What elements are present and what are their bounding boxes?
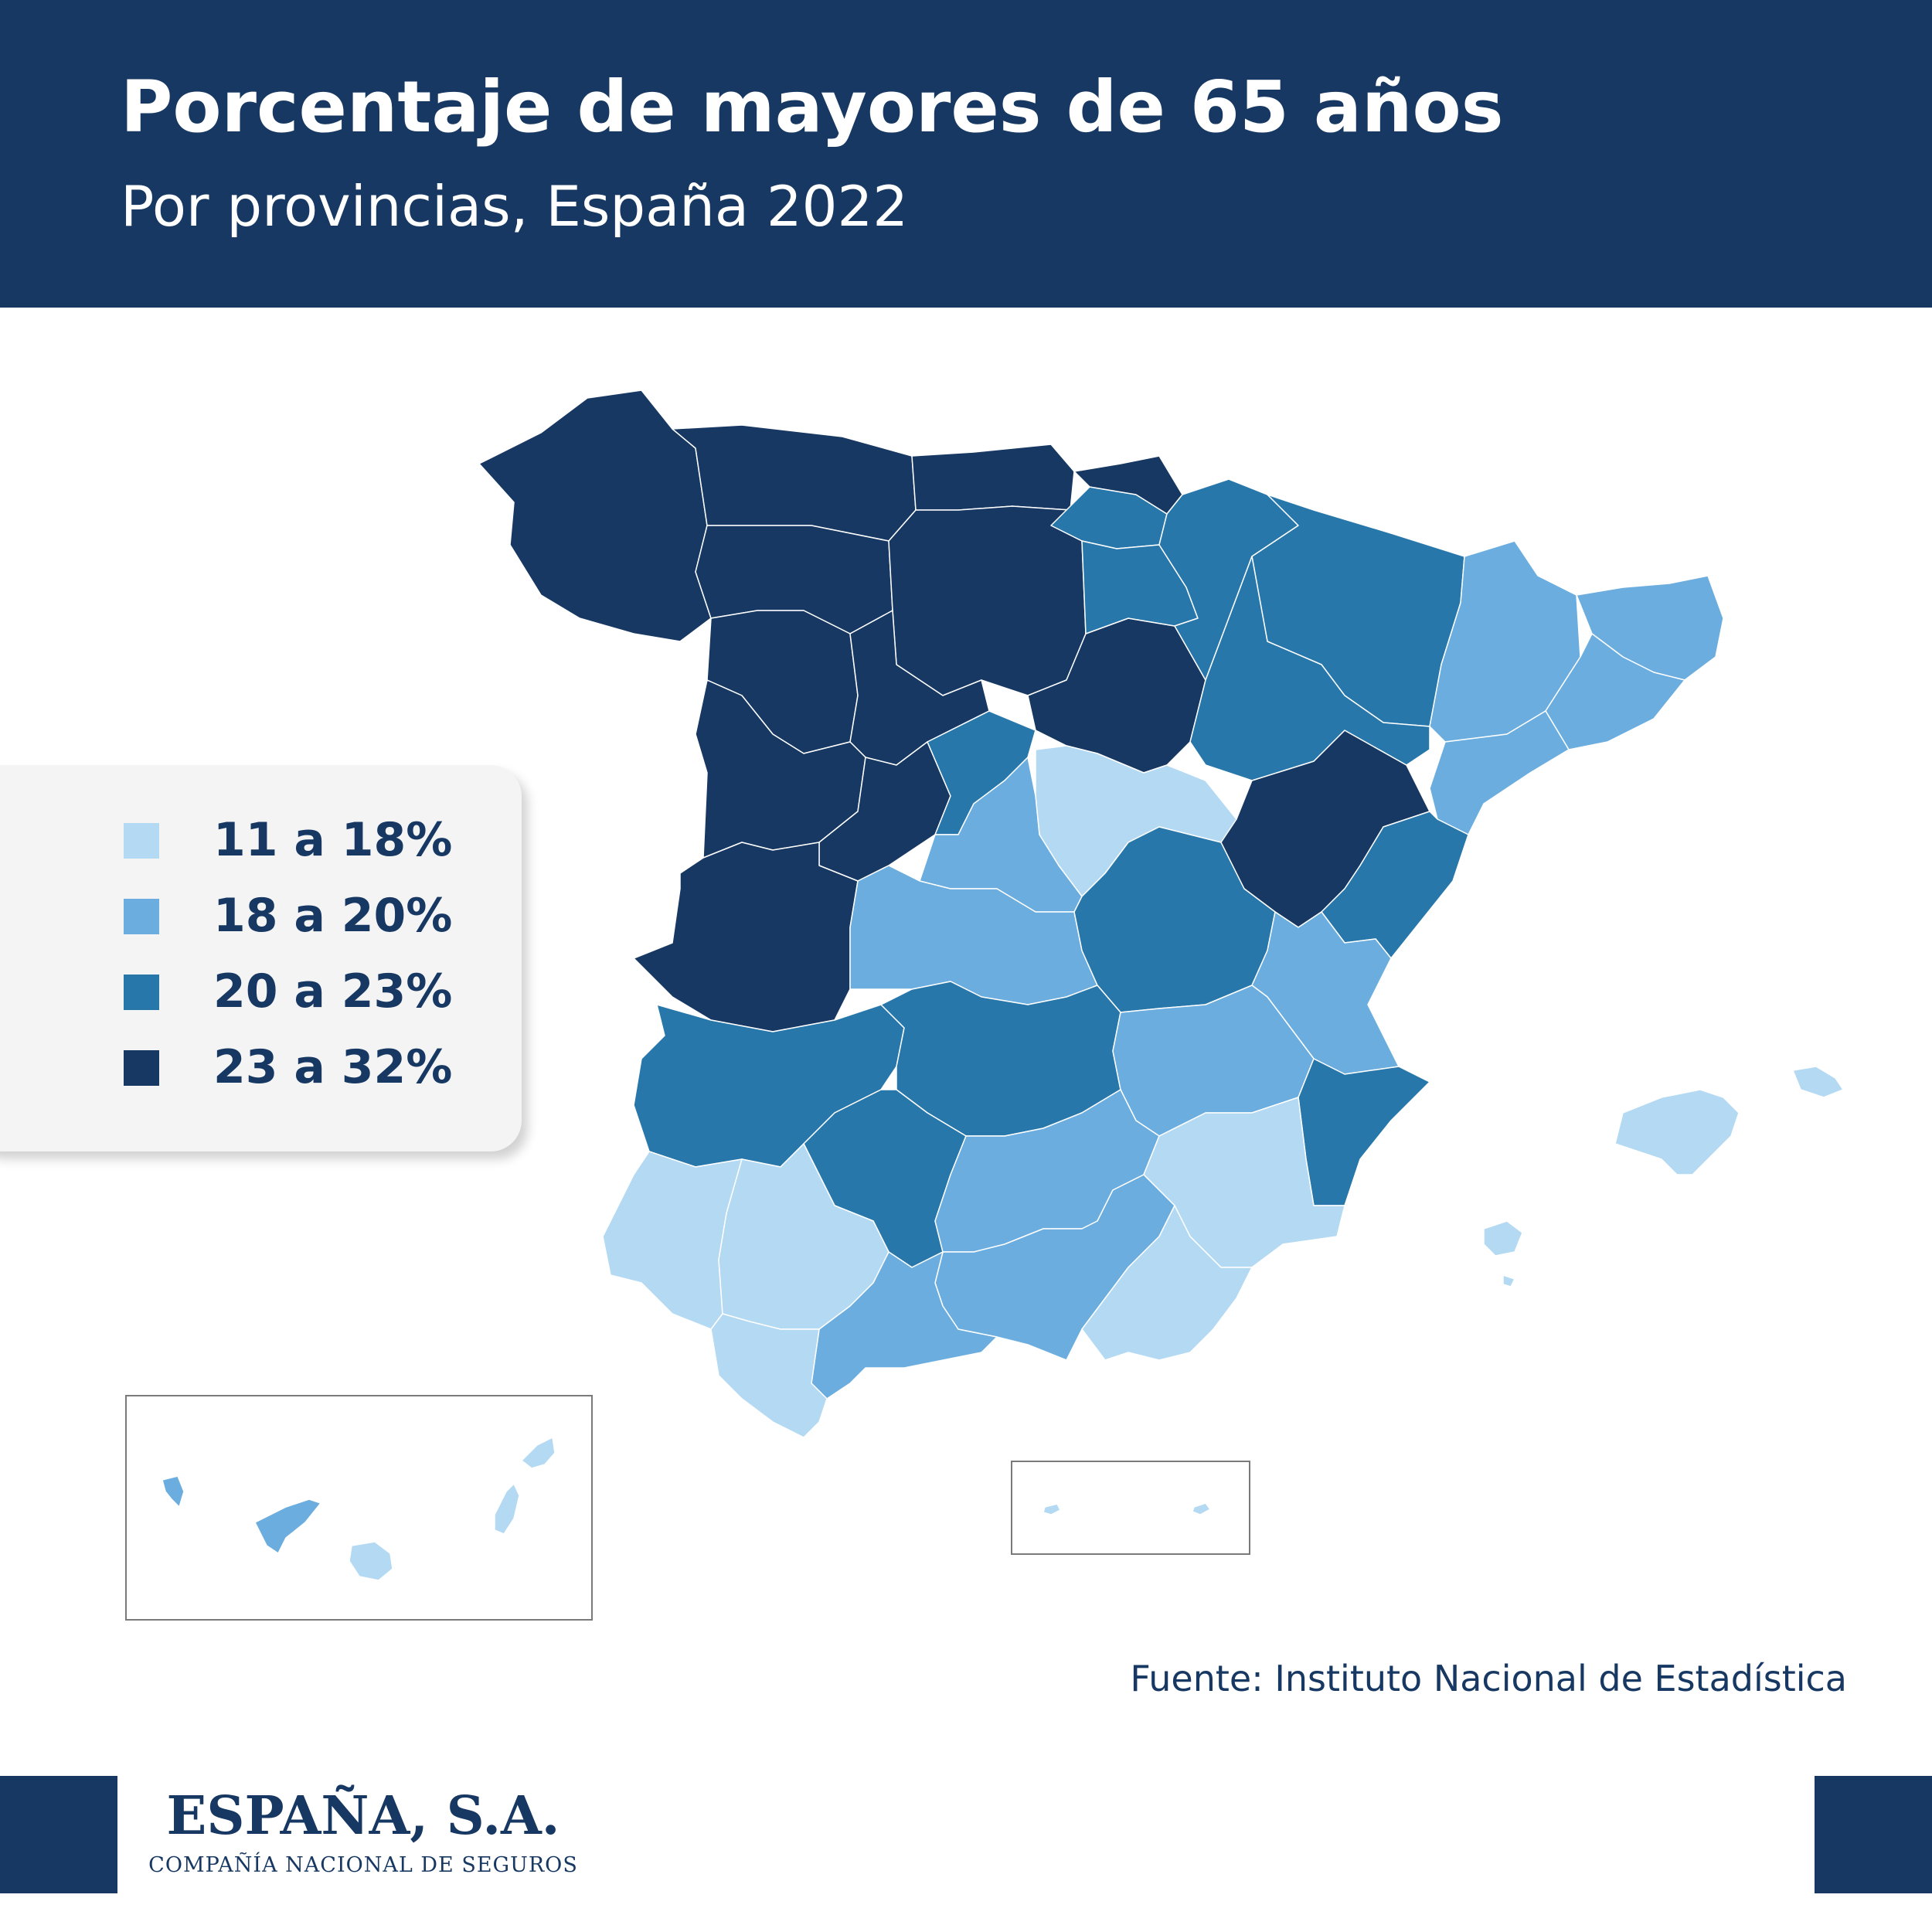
source-note: Fuente: Instituto Nacional de Estadístic… bbox=[1130, 1658, 1847, 1699]
region-caceres bbox=[633, 842, 859, 1032]
page-title: Porcentaje de mayores de 65 años bbox=[121, 66, 1504, 148]
legend-label: 23 a 32% bbox=[213, 1040, 453, 1094]
region-tarragona bbox=[1429, 710, 1570, 835]
page-subtitle: Por provincias, España 2022 bbox=[121, 174, 909, 239]
region-tenerife bbox=[162, 1475, 321, 1554]
region-cadiz bbox=[710, 1313, 828, 1438]
brand-tagline: COMPAÑÍA NACIONAL DE SEGUROS bbox=[148, 1853, 578, 1877]
footer-right-square bbox=[1815, 1776, 1932, 1893]
region-baleares bbox=[1483, 1066, 1844, 1287]
legend-label: 20 a 23% bbox=[213, 964, 453, 1019]
region-almeria bbox=[1081, 1205, 1253, 1361]
region-huelva bbox=[602, 1151, 743, 1330]
footer-left-square bbox=[0, 1776, 117, 1893]
legend-swatch bbox=[124, 975, 159, 1010]
region-las-palmas bbox=[349, 1437, 1211, 1581]
legend-swatch bbox=[124, 823, 159, 859]
region-cantabria bbox=[911, 444, 1075, 511]
legend-panel: 11 a 18% 18 a 20% 20 a 23% 23 a 32% bbox=[0, 765, 522, 1151]
region-malaga bbox=[811, 1251, 998, 1400]
region-zaragoza bbox=[1189, 556, 1430, 781]
region-galicia-west bbox=[478, 389, 712, 642]
region-alicante bbox=[1298, 1058, 1430, 1206]
legend-swatch bbox=[124, 899, 159, 934]
brand-logo-name: ESPAÑA, S.A. bbox=[166, 1785, 560, 1847]
legend-label: 11 a 18% bbox=[213, 813, 453, 867]
legend-label: 18 a 20% bbox=[213, 889, 453, 943]
canary-islands-inset-frame bbox=[125, 1395, 593, 1621]
header-banner: Porcentaje de mayores de 65 años Por pro… bbox=[0, 0, 1932, 308]
ceuta-melilla-inset-frame bbox=[1011, 1461, 1250, 1555]
region-burgos bbox=[888, 505, 1087, 696]
region-asturias bbox=[672, 424, 917, 542]
legend-swatch bbox=[124, 1050, 159, 1086]
